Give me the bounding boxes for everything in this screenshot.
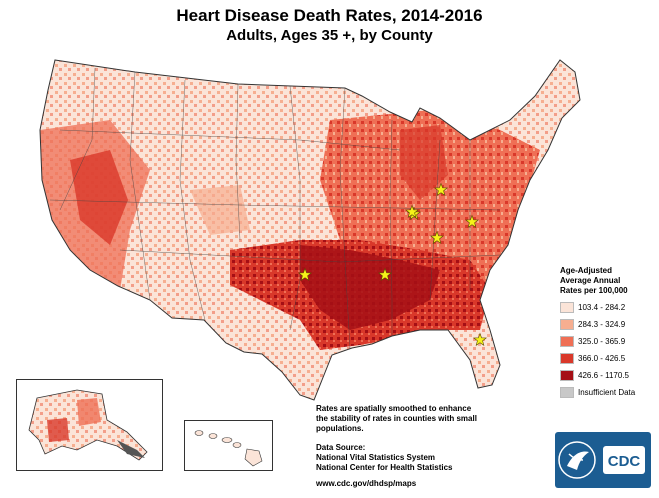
star-marker-icon	[464, 214, 480, 229]
title-block: Heart Disease Death Rates, 2014-2016 Adu…	[0, 6, 659, 46]
map-subtitle: Adults, Ages 35 +, by County	[226, 27, 433, 44]
source-line: National Center for Health Statistics	[316, 463, 453, 472]
hawaii-map	[194, 430, 263, 467]
region-plains	[190, 185, 250, 235]
star-marker-icon	[404, 204, 420, 219]
legend-label: 103.4 - 284.2	[578, 303, 626, 312]
legend-label: 325.0 - 365.9	[578, 337, 626, 346]
source-line: Data Source:	[316, 443, 366, 452]
legend-item: 366.0 - 426.5	[560, 350, 658, 367]
note-line: Rates are spatially smoothed to enhance	[316, 404, 472, 413]
star-marker-icon	[297, 267, 313, 282]
us-outline	[39, 59, 581, 401]
region-nevada	[70, 150, 128, 245]
legend-item: Insufficient Data	[560, 384, 658, 401]
legend: Age-Adjusted Average Annual Rates per 10…	[560, 266, 658, 401]
legend-title: Age-Adjusted Average Annual Rates per 10…	[560, 266, 658, 296]
alaska-map	[28, 389, 148, 461]
source-line: National Vital Statistics System	[316, 453, 436, 462]
alaska-inset	[16, 379, 163, 471]
star-marker-icon	[472, 332, 488, 347]
legend-item: 284.3 - 324.9	[560, 316, 658, 333]
legend-label: 366.0 - 426.5	[578, 354, 626, 363]
hhs-eagle-icon: CDC	[558, 441, 645, 479]
legend-swatch	[560, 387, 574, 398]
source-url[interactable]: www.cdc.gov/dhdsp/maps	[316, 479, 417, 488]
cdc-logo: CDC	[555, 432, 651, 488]
star-marker-icon	[377, 267, 393, 282]
marker-layer	[297, 182, 488, 347]
region-michigan	[400, 125, 448, 200]
legend-item: 426.6 - 1170.5	[560, 367, 658, 384]
note-line: populations.	[316, 424, 364, 433]
hawaii-inset	[184, 420, 273, 471]
star-marker-icon	[433, 182, 449, 197]
legend-swatch	[560, 302, 574, 313]
legend-item: 103.4 - 284.2	[560, 299, 658, 316]
map-title: Heart Disease Death Rates, 2014-2016	[176, 6, 483, 25]
star-marker-icon	[429, 230, 445, 245]
legend-label: 426.6 - 1170.5	[578, 371, 630, 380]
legend-title-line: Rates per 100,000	[560, 286, 628, 295]
data-source: Data Source: National Vital Statistics S…	[316, 443, 546, 473]
legend-label: 284.3 - 324.9	[578, 320, 626, 329]
smoothing-note: Rates are spatially smoothed to enhance …	[316, 404, 522, 434]
legend-title-line: Average Annual	[560, 276, 621, 285]
legend-title-line: Age-Adjusted	[560, 266, 612, 275]
legend-swatch	[560, 319, 574, 330]
legend-item: 325.0 - 365.9	[560, 333, 658, 350]
legend-swatch	[560, 370, 574, 381]
note-line: the stability of rates in counties with …	[316, 414, 477, 423]
legend-swatch	[560, 336, 574, 347]
region-stroke-belt	[300, 245, 440, 330]
legend-label: Insufficient Data	[578, 388, 636, 397]
cdc-logo-text: CDC	[608, 453, 641, 470]
legend-swatch	[560, 353, 574, 364]
